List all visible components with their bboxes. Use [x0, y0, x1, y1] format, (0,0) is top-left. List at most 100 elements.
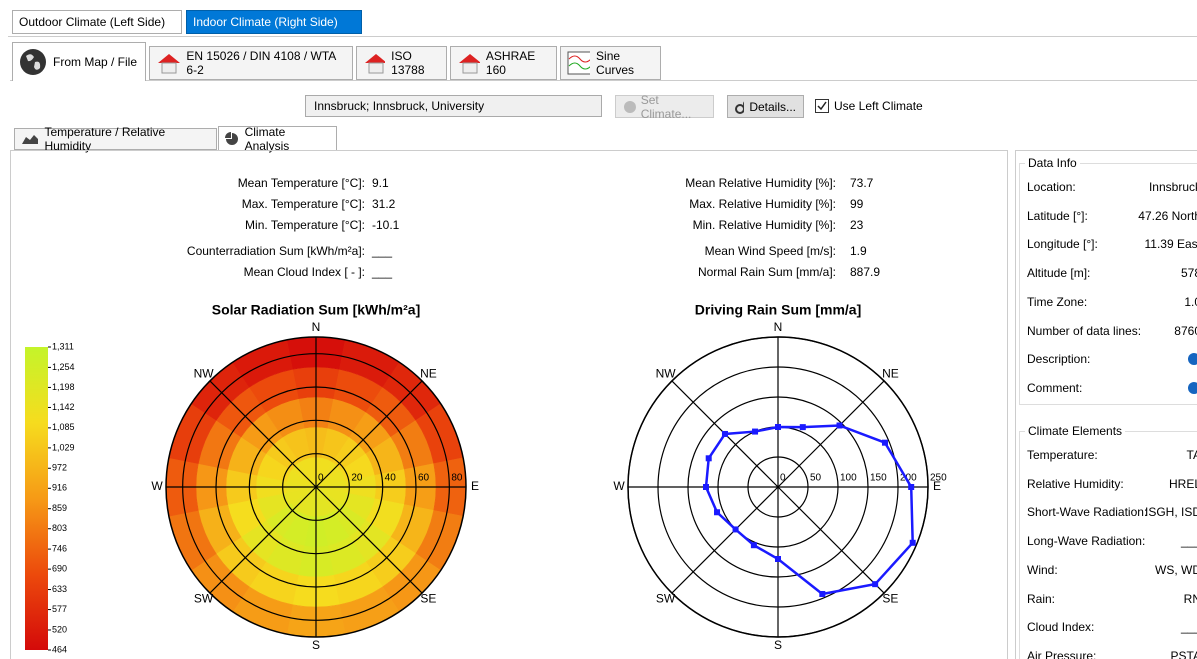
tab[interactable]: Indoor Climate (Right Side) — [186, 10, 362, 34]
rain-point — [909, 539, 916, 546]
info-panel — [1015, 150, 1197, 659]
info-label: Time Zone: — [1027, 294, 1088, 309]
tab[interactable]: EN 15026 / DIN 4108 / WTA 6-2 — [149, 46, 353, 80]
tab-label: Sine Curves — [596, 49, 635, 77]
direction-label: SW — [194, 592, 214, 606]
stat-label: Min. Temperature [°C]: — [245, 218, 365, 232]
stat-value: -10.1 — [372, 218, 400, 232]
button-label: Details... — [749, 99, 796, 114]
info-value: 1.0 — [1184, 294, 1197, 309]
info-label: Temperature: — [1027, 448, 1098, 462]
tab-label: Temperature / Relative Humidity — [44, 125, 166, 153]
stat-label: Min. Relative Humidity [%]: — [692, 218, 836, 232]
rain-point — [872, 581, 879, 588]
direction-label: SW — [656, 592, 676, 606]
direction-label: N — [774, 320, 783, 334]
colorbar-label: 972 — [52, 463, 67, 473]
direction-label: NW — [194, 367, 215, 381]
info-label: Rain: — [1027, 591, 1056, 606]
colorbar-label: 1,198 — [52, 382, 75, 392]
gear-icon — [735, 100, 745, 114]
tab[interactable]: Climate Analysis — [218, 125, 337, 153]
stat-value: ___ — [372, 244, 393, 258]
spoke — [777, 486, 885, 594]
divider — [10, 80, 1197, 81]
button-label: Set Climate... — [640, 92, 692, 121]
colorbar — [25, 347, 48, 650]
grid-ring — [747, 456, 809, 518]
info-value: 47.26 North — [1138, 208, 1197, 223]
area-icon — [22, 135, 38, 144]
top-tab-bar — [8, 8, 1197, 37]
rain-point — [721, 430, 728, 437]
tab-label: ASHRAE 160 — [485, 49, 536, 77]
checkbox — [815, 99, 829, 113]
colorbar-label: 746 — [52, 543, 67, 553]
rain-point — [836, 422, 843, 429]
globe-icon — [624, 100, 636, 113]
group-title: Data Info — [1025, 156, 1080, 170]
info-value: 11.39 East — [1144, 237, 1197, 252]
tab-label: Indoor Climate (Right Side) — [193, 15, 338, 29]
stat-value: 31.2 — [372, 197, 396, 211]
colorbar-label: 1,142 — [52, 402, 75, 412]
stat-value: 73.7 — [850, 176, 874, 190]
colorbar-label: 916 — [52, 483, 67, 493]
info-value: ___ — [1180, 620, 1197, 635]
direction-label: SE — [882, 592, 898, 606]
tab[interactable]: Outdoor Climate (Left Side) — [12, 10, 182, 34]
r-tick-label: 60 — [418, 473, 430, 484]
rain-point — [908, 484, 915, 490]
colorbar-label: 464 — [52, 644, 67, 654]
direction-label: W — [151, 479, 163, 493]
r-tick-label: 80 — [451, 473, 463, 484]
stat-value: 887.9 — [850, 265, 881, 279]
r-tick-label: 150 — [870, 473, 887, 484]
set-climate-button[interactable]: Set Climate... — [615, 92, 714, 121]
direction-label: S — [774, 638, 782, 652]
r-tick-label: 250 — [930, 473, 947, 484]
direction-label: W — [613, 479, 625, 493]
info-value: RN — [1183, 591, 1197, 606]
colorbar-label: 520 — [52, 624, 67, 634]
direction-label: S — [312, 638, 320, 652]
info-label: Longitude [°]: — [1027, 237, 1098, 252]
rain-point — [819, 590, 826, 597]
r-tick-label: 200 — [900, 473, 917, 484]
spoke — [777, 380, 885, 488]
rain-line — [704, 424, 914, 596]
info-value: 578 — [1180, 266, 1197, 281]
grid-ring — [687, 396, 869, 578]
info-value: Innsbruck — [1148, 180, 1197, 194]
tab[interactable]: Temperature / Relative Humidity — [14, 125, 217, 153]
info-label: Cloud Index: — [1027, 620, 1095, 635]
tab[interactable]: Sine Curves — [560, 46, 661, 80]
tab[interactable]: ASHRAE 160 — [450, 46, 557, 80]
stat-label: Max. Temperature [°C]: — [241, 197, 365, 211]
outer-ring — [627, 336, 929, 638]
tab[interactable]: From Map / File — [12, 42, 146, 81]
info-value: ___ — [1180, 534, 1197, 549]
use-left-checkbox[interactable]: Use Left Climate — [815, 99, 923, 113]
outer-ring — [165, 336, 467, 638]
details-button[interactable]: Details... — [727, 95, 804, 118]
tab-label: Climate Analysis — [244, 125, 290, 153]
rain-point — [705, 455, 712, 462]
stat-value: ___ — [372, 265, 393, 279]
info-value: HREL — [1168, 476, 1197, 491]
colorbar-label: 859 — [52, 503, 67, 513]
info-label: Long-Wave Radiation: — [1027, 534, 1146, 549]
colorbar-label: 577 — [52, 604, 67, 614]
rain-point — [775, 556, 781, 562]
spoke — [209, 380, 317, 488]
spoke — [671, 486, 779, 594]
location-field[interactable]: Innsbruck; Innsbruck, University — [305, 95, 602, 117]
rain-point — [750, 542, 757, 549]
direction-label: N — [312, 320, 321, 334]
spoke — [315, 380, 423, 488]
info-value: PSTA — [1170, 648, 1197, 659]
colorbar-label: 1,311 — [52, 341, 74, 351]
tab[interactable]: ISO 13788 — [356, 46, 447, 80]
stat-label: Mean Temperature [°C]: — [237, 176, 365, 190]
info-label: Altitude [m]: — [1027, 266, 1091, 281]
